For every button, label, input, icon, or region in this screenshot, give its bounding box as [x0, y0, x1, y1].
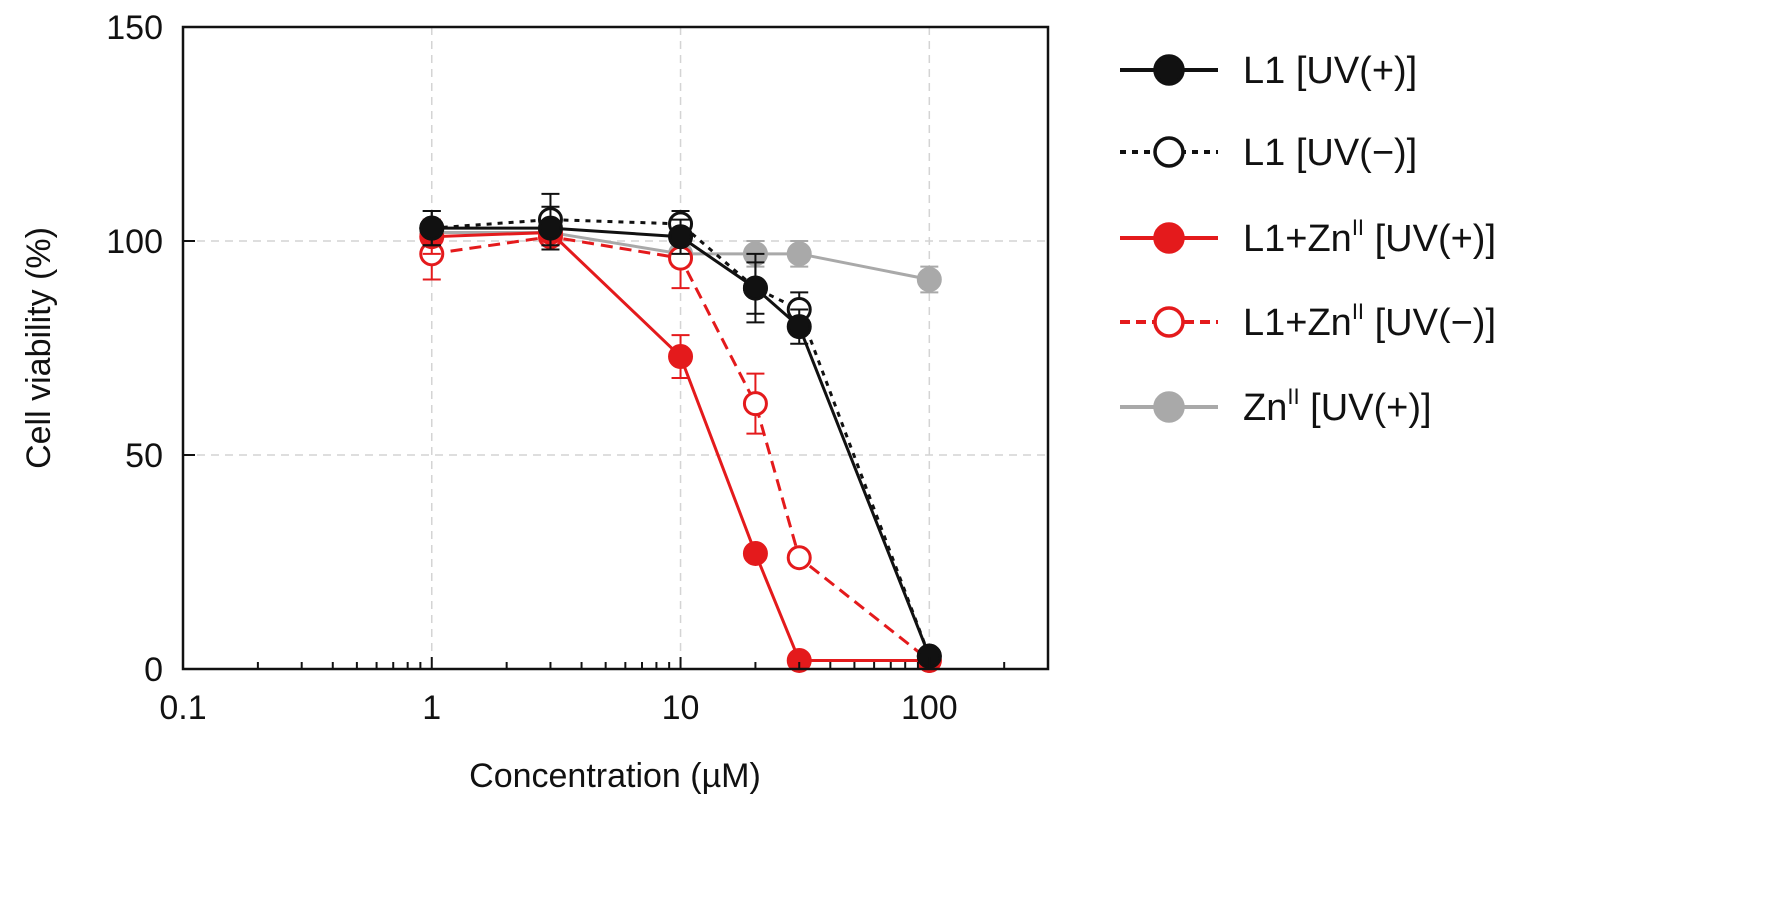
legend-entry-0: L1 [UV(+)]	[1120, 50, 1417, 92]
legend: L1 [UV(+)] L1 [UV(−)] L1+ZnII [UV(+)] L1+Zn…	[1120, 50, 1496, 429]
series-layer	[419, 192, 942, 673]
legend-entry-3: L1+ZnII [UV(−)]	[1120, 299, 1496, 344]
data-point	[668, 344, 694, 370]
data-point	[786, 241, 812, 267]
legend-marker	[1153, 136, 1185, 168]
y-tick-label: 100	[106, 223, 163, 261]
grid	[183, 27, 1048, 669]
legend-label: ZnII [UV(+)]	[1243, 384, 1432, 429]
legend-marker	[1153, 306, 1185, 338]
data-point	[668, 224, 694, 250]
x-tick-label: 1	[422, 689, 441, 727]
data-point	[916, 267, 942, 293]
x-axis-title: Concentration (µM)	[469, 757, 761, 795]
legend-marker	[1153, 391, 1185, 423]
data-point	[742, 275, 768, 301]
y-tick-label: 0	[144, 651, 163, 689]
y-tick-label: 50	[125, 437, 163, 475]
series-4	[419, 205, 942, 669]
series-line	[431, 218, 931, 657]
series-line	[431, 235, 931, 662]
legend-entry-2: L1+ZnII [UV(+)]	[1120, 215, 1496, 260]
x-tick-label: 10	[662, 689, 700, 727]
y-axis-title: Cell viability (%)	[20, 227, 58, 469]
legend-marker	[1153, 54, 1185, 86]
y-tick-label: 150	[106, 9, 163, 47]
legend-label: L1 [UV(−)]	[1243, 132, 1417, 174]
legend-entry-1: L1 [UV(−)]	[1120, 132, 1417, 174]
legend-marker	[1153, 222, 1185, 254]
legend-entry-4: ZnII [UV(+)]	[1120, 384, 1432, 429]
series-line	[431, 230, 930, 662]
data-point	[537, 215, 563, 241]
legend-label: L1 [UV(+)]	[1243, 50, 1417, 92]
data-point	[742, 540, 768, 566]
axis-ticks	[182, 26, 1006, 670]
tick-labels: 0.1 1 10 100 0 50 100 150	[106, 9, 957, 727]
legend-label: L1+ZnII [UV(−)]	[1243, 299, 1496, 344]
x-tick-label: 0.1	[159, 689, 206, 727]
plot-frame	[181, 25, 1050, 671]
data-point	[742, 391, 768, 417]
series-line	[431, 226, 931, 657]
data-point	[419, 215, 445, 241]
data-point	[786, 314, 812, 340]
data-point	[786, 545, 812, 571]
data-point	[786, 647, 812, 673]
legend-label: L1+ZnII [UV(+)]	[1243, 215, 1496, 260]
x-tick-label: 100	[901, 689, 958, 727]
